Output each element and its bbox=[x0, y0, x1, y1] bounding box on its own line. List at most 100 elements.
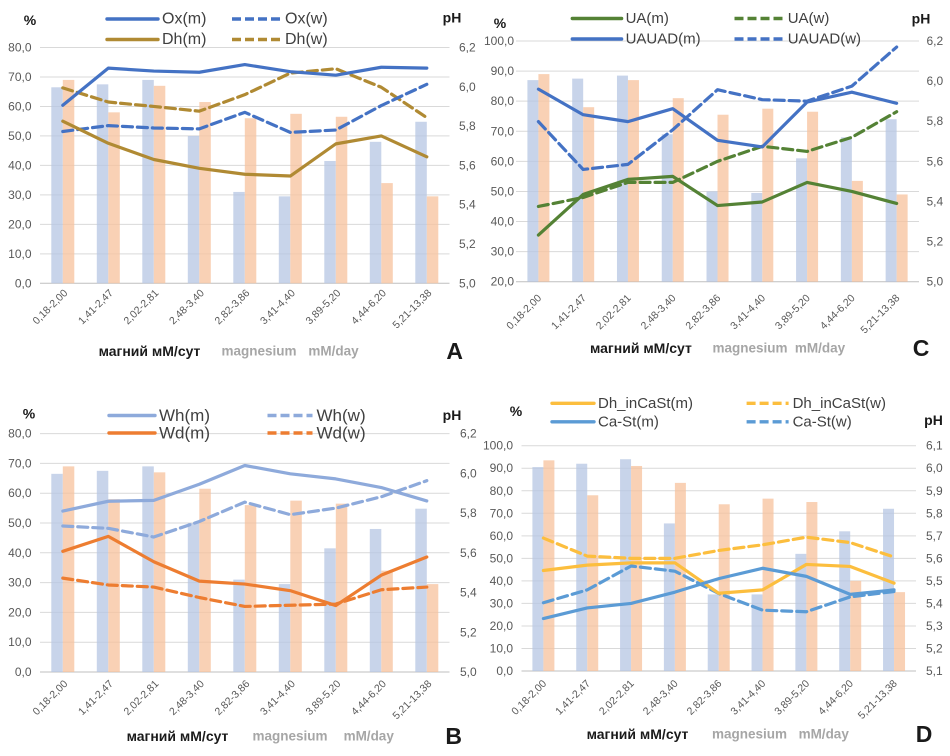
svg-text:6,0: 6,0 bbox=[927, 74, 944, 88]
svg-text:90,0: 90,0 bbox=[491, 64, 515, 78]
svg-text:40,0: 40,0 bbox=[491, 215, 515, 229]
svg-text:100,0: 100,0 bbox=[483, 439, 513, 453]
svg-text:magnesium: magnesium bbox=[221, 344, 296, 359]
svg-text:6,0: 6,0 bbox=[460, 466, 477, 480]
svg-text:pH: pH bbox=[924, 412, 943, 428]
svg-text:UAUAD(m): UAUAD(m) bbox=[626, 31, 701, 48]
svg-text:Dh_inCaSt(w): Dh_inCaSt(w) bbox=[793, 395, 886, 412]
svg-text:70,0: 70,0 bbox=[491, 124, 515, 138]
svg-text:5,7: 5,7 bbox=[926, 529, 943, 543]
svg-text:C: C bbox=[913, 335, 930, 361]
svg-text:магний мМ/сут: магний мМ/сут bbox=[587, 726, 689, 742]
svg-text:5,5: 5,5 bbox=[926, 574, 943, 588]
svg-text:magnesium: magnesium bbox=[712, 341, 787, 356]
svg-text:pH: pH bbox=[443, 10, 462, 26]
svg-text:60,0: 60,0 bbox=[8, 99, 32, 113]
svg-text:5,3: 5,3 bbox=[926, 619, 943, 633]
svg-text:5,1: 5,1 bbox=[926, 664, 943, 678]
svg-text:80,0: 80,0 bbox=[8, 41, 32, 55]
svg-text:20,0: 20,0 bbox=[8, 217, 32, 231]
svg-text:40,0: 40,0 bbox=[490, 574, 514, 588]
svg-text:magnesium: magnesium bbox=[712, 727, 787, 742]
svg-text:UA(m): UA(m) bbox=[626, 10, 669, 27]
svg-text:30,0: 30,0 bbox=[8, 188, 32, 202]
svg-text:6,1: 6,1 bbox=[926, 439, 943, 453]
svg-text:50,0: 50,0 bbox=[491, 184, 515, 198]
svg-text:30,0: 30,0 bbox=[8, 576, 32, 590]
svg-text:5,8: 5,8 bbox=[459, 119, 476, 133]
svg-text:5,0: 5,0 bbox=[927, 275, 944, 289]
svg-text:A: A bbox=[446, 338, 463, 364]
svg-text:Ca-St(w): Ca-St(w) bbox=[793, 413, 852, 430]
svg-text:5,2: 5,2 bbox=[927, 235, 944, 249]
svg-text:100,0: 100,0 bbox=[484, 34, 514, 48]
svg-text:mM/day: mM/day bbox=[799, 727, 850, 742]
svg-text:70,0: 70,0 bbox=[8, 70, 32, 84]
svg-text:D: D bbox=[916, 721, 933, 747]
svg-text:pH: pH bbox=[443, 407, 462, 423]
svg-text:40,0: 40,0 bbox=[8, 158, 32, 172]
svg-text:50,0: 50,0 bbox=[8, 129, 32, 143]
svg-text:6,2: 6,2 bbox=[927, 34, 944, 48]
svg-text:%: % bbox=[23, 406, 36, 422]
svg-text:60,0: 60,0 bbox=[491, 154, 515, 168]
svg-text:магний мМ/сут: магний мМ/сут bbox=[127, 728, 229, 744]
svg-text:Ca-St(m): Ca-St(m) bbox=[598, 413, 659, 430]
svg-text:5,6: 5,6 bbox=[460, 546, 477, 560]
svg-text:5,8: 5,8 bbox=[927, 114, 944, 128]
svg-text:5,4: 5,4 bbox=[459, 198, 476, 212]
svg-text:Dh(m): Dh(m) bbox=[162, 31, 206, 48]
svg-text:30,0: 30,0 bbox=[490, 596, 514, 610]
svg-text:5,4: 5,4 bbox=[927, 194, 944, 208]
svg-text:6,0: 6,0 bbox=[926, 461, 943, 475]
svg-text:5,9: 5,9 bbox=[926, 484, 943, 498]
svg-text:mM/day: mM/day bbox=[308, 344, 359, 359]
svg-text:магний мМ/сут: магний мМ/сут bbox=[590, 340, 692, 356]
svg-text:6,0: 6,0 bbox=[459, 80, 476, 94]
svg-text:10,0: 10,0 bbox=[490, 641, 514, 655]
svg-text:Wd(m): Wd(m) bbox=[159, 424, 210, 443]
svg-text:80,0: 80,0 bbox=[490, 484, 514, 498]
svg-text:5,4: 5,4 bbox=[460, 586, 477, 600]
svg-text:50,0: 50,0 bbox=[490, 551, 514, 565]
svg-text:5,4: 5,4 bbox=[926, 596, 943, 610]
svg-text:5,6: 5,6 bbox=[459, 158, 476, 172]
svg-text:Wh(w): Wh(w) bbox=[317, 406, 366, 425]
svg-text:20,0: 20,0 bbox=[8, 605, 32, 619]
svg-text:10,0: 10,0 bbox=[8, 635, 32, 649]
svg-text:30,0: 30,0 bbox=[491, 245, 515, 259]
svg-text:%: % bbox=[24, 12, 37, 28]
svg-text:80,0: 80,0 bbox=[8, 427, 32, 441]
svg-text:5,8: 5,8 bbox=[926, 506, 943, 520]
svg-text:20,0: 20,0 bbox=[490, 619, 514, 633]
svg-text:5,0: 5,0 bbox=[459, 276, 476, 290]
svg-text:0,0: 0,0 bbox=[15, 276, 32, 290]
svg-text:5,6: 5,6 bbox=[926, 551, 943, 565]
svg-text:70,0: 70,0 bbox=[490, 506, 514, 520]
svg-text:5,6: 5,6 bbox=[927, 154, 944, 168]
svg-text:magnesium: magnesium bbox=[252, 729, 327, 744]
svg-text:магний мМ/сут: магний мМ/сут bbox=[99, 343, 201, 359]
svg-text:B: B bbox=[445, 723, 462, 749]
svg-text:mM/day: mM/day bbox=[344, 729, 395, 744]
svg-text:70,0: 70,0 bbox=[8, 456, 32, 470]
svg-text:50,0: 50,0 bbox=[8, 516, 32, 530]
svg-text:5,2: 5,2 bbox=[926, 641, 943, 655]
svg-text:5,8: 5,8 bbox=[460, 506, 477, 520]
svg-text:UAUAD(w): UAUAD(w) bbox=[788, 31, 861, 48]
svg-text:60,0: 60,0 bbox=[8, 486, 32, 500]
svg-text:Dh_inCaSt(m): Dh_inCaSt(m) bbox=[598, 395, 693, 412]
svg-text:mM/day: mM/day bbox=[795, 341, 846, 356]
svg-text:Wh(m): Wh(m) bbox=[159, 406, 210, 425]
svg-text:0,0: 0,0 bbox=[15, 665, 32, 679]
svg-text:20,0: 20,0 bbox=[491, 275, 515, 289]
svg-text:40,0: 40,0 bbox=[8, 546, 32, 560]
svg-text:Ox(w): Ox(w) bbox=[285, 11, 328, 28]
svg-text:90,0: 90,0 bbox=[490, 461, 514, 475]
svg-text:6,2: 6,2 bbox=[459, 41, 476, 55]
svg-text:5,0: 5,0 bbox=[460, 665, 477, 679]
svg-text:0,0: 0,0 bbox=[496, 664, 513, 678]
svg-text:10,0: 10,0 bbox=[8, 247, 32, 261]
svg-text:%: % bbox=[494, 15, 507, 31]
svg-text:Dh(w): Dh(w) bbox=[285, 31, 328, 48]
